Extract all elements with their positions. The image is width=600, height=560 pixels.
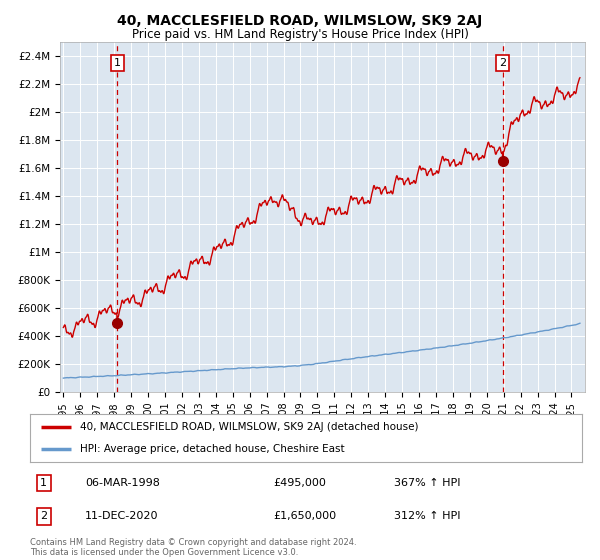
Text: 11-DEC-2020: 11-DEC-2020 (85, 511, 158, 521)
Text: 367% ↑ HPI: 367% ↑ HPI (394, 478, 461, 488)
Text: 40, MACCLESFIELD ROAD, WILMSLOW, SK9 2AJ (detached house): 40, MACCLESFIELD ROAD, WILMSLOW, SK9 2AJ… (80, 422, 418, 432)
Text: HPI: Average price, detached house, Cheshire East: HPI: Average price, detached house, Ches… (80, 444, 344, 454)
Text: 1: 1 (114, 58, 121, 68)
Text: 06-MAR-1998: 06-MAR-1998 (85, 478, 160, 488)
Text: £495,000: £495,000 (273, 478, 326, 488)
Text: 1: 1 (40, 478, 47, 488)
Text: 2: 2 (499, 58, 506, 68)
Text: 40, MACCLESFIELD ROAD, WILMSLOW, SK9 2AJ: 40, MACCLESFIELD ROAD, WILMSLOW, SK9 2AJ (118, 14, 482, 28)
Text: Contains HM Land Registry data © Crown copyright and database right 2024.: Contains HM Land Registry data © Crown c… (30, 538, 356, 547)
Text: 312% ↑ HPI: 312% ↑ HPI (394, 511, 461, 521)
Text: This data is licensed under the Open Government Licence v3.0.: This data is licensed under the Open Gov… (30, 548, 298, 557)
Text: Price paid vs. HM Land Registry's House Price Index (HPI): Price paid vs. HM Land Registry's House … (131, 28, 469, 41)
Text: 2: 2 (40, 511, 47, 521)
Text: £1,650,000: £1,650,000 (273, 511, 336, 521)
